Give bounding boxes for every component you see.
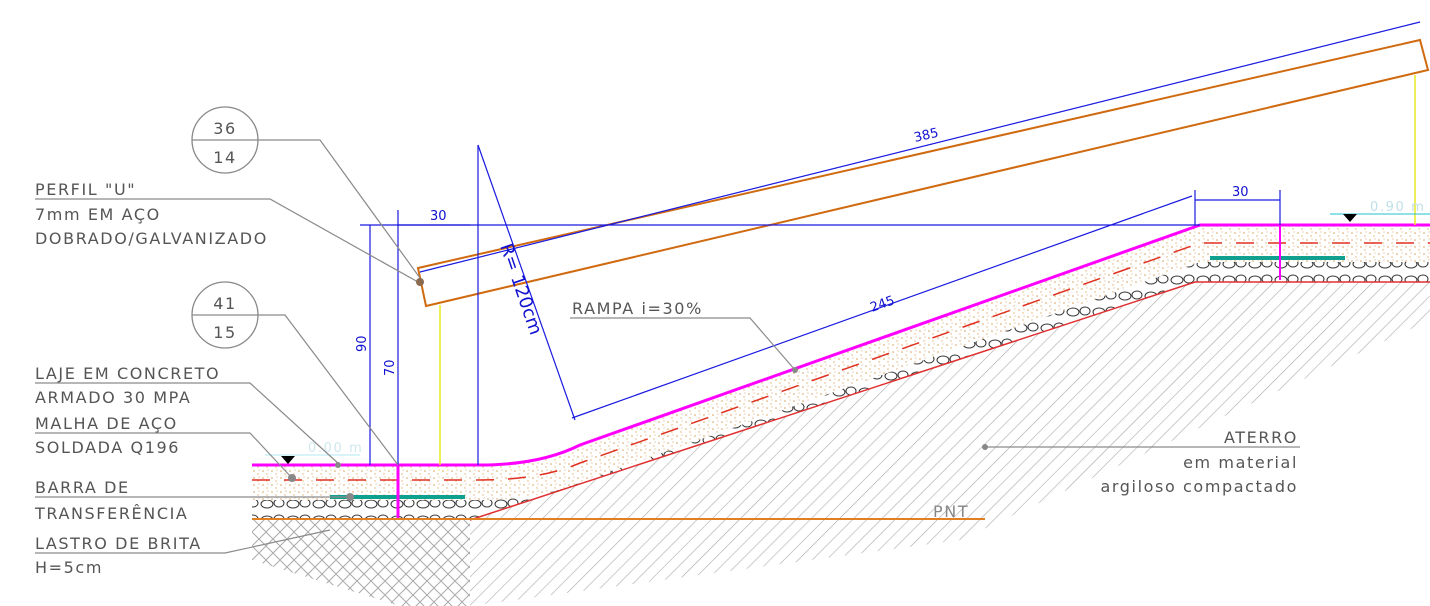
dimension: 385 [913,126,941,146]
note-leaders-part [35,382,341,466]
slab-part [252,242,1430,481]
note-leaders-part [335,462,341,468]
slab-part [252,223,1430,467]
ground-part [470,282,1430,606]
note: H=5cm [35,558,103,577]
note: DOBRADO/GALVANIZADO [35,229,268,248]
note: BARRA DE [35,478,130,497]
slab [252,223,1430,521]
note: ARMADO 30 MPA [35,388,191,407]
level: 0.90 m [1370,200,1425,215]
note: PERFIL "U" [35,180,136,199]
dimension-lines-part [571,195,1193,419]
slab-part [252,262,1430,520]
dimension-lines-part [419,21,1421,273]
dimension: 30 [1232,185,1249,200]
note-leaders-part [35,529,331,554]
note: TRANSFERÊNCIA [34,504,188,523]
dimension: R= 120cm [495,241,546,338]
callout-part [258,314,399,466]
fill-label: argiloso compactado [1100,477,1298,496]
note-leaders-part [792,367,798,373]
dimension-lines-part [1343,214,1357,222]
ground-label: PNT [933,502,969,521]
note-leaders-part [570,317,796,371]
callout-number: 14 [213,148,237,167]
dimension: 90 [355,335,370,352]
callout-number: 41 [213,294,237,313]
fill-label: em material [1183,453,1298,472]
dimension-lines [265,21,1430,465]
ground-part [252,520,470,606]
note: MALHA DE AÇO [35,414,178,433]
note-leaders-part [35,432,293,479]
dimension: 30 [430,209,447,224]
note: 7mm EM AÇO [35,205,161,224]
note-leaders-part [982,444,988,450]
note: LASTRO DE BRITA [35,534,202,553]
note-leaders-part [346,493,354,501]
dimension-lines-part [477,144,576,421]
note: LAJE EM CONCRETO [35,364,220,383]
ground [252,282,1430,606]
handrail-part [416,38,1430,308]
ramp-label: RAMPA i=30% [572,299,703,318]
callout-number: 36 [213,119,237,138]
note: SOLDADA Q196 [35,438,180,457]
callout-number: 15 [213,323,237,342]
dimension: 70 [383,359,398,376]
dimension-lines-part [281,456,295,464]
note-leaders [35,198,1300,554]
fill-label: ATERRO [1224,428,1298,447]
callout-part [258,139,421,279]
note-leaders-part [35,198,419,283]
slab-part [252,225,1430,500]
slab-part [469,281,1430,521]
note-leaders-part [416,278,424,286]
handrail [416,38,1430,465]
note-leaders-part [288,474,296,482]
dimension: 245 [868,293,896,315]
level: 0.00 m [308,441,363,456]
callout [191,106,421,466]
